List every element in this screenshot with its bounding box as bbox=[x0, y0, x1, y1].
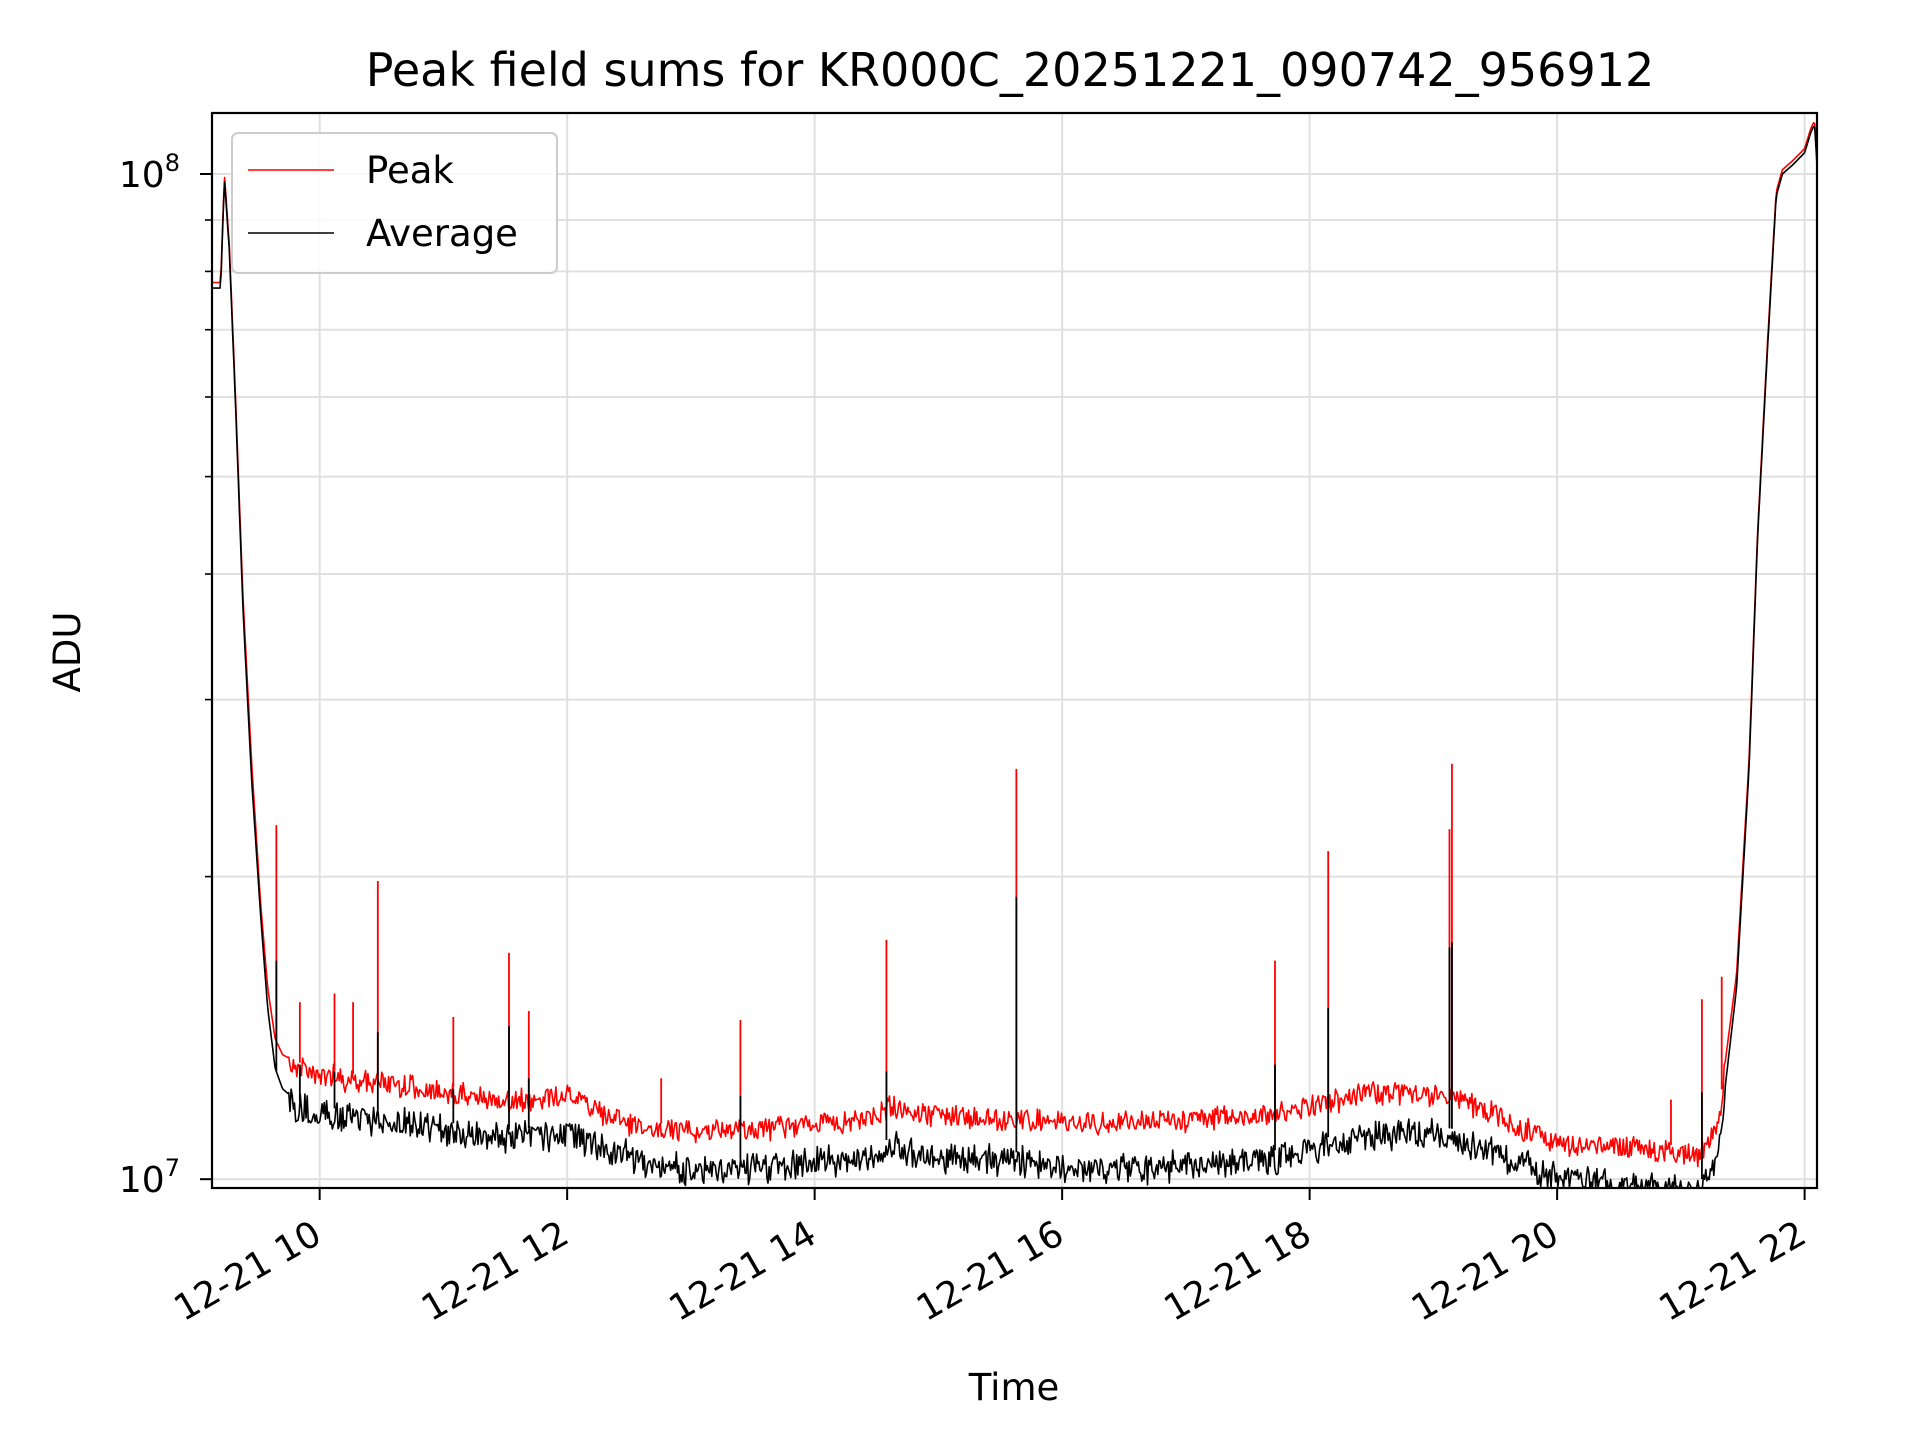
series-line-average bbox=[212, 125, 1818, 1189]
y-tick-label-exponent: 8 bbox=[165, 149, 180, 177]
y-tick-label: 107 bbox=[119, 1154, 180, 1201]
y-tick-label-base: 10 bbox=[119, 1160, 165, 1201]
series-average bbox=[212, 125, 1818, 1189]
grid-lines bbox=[212, 113, 1817, 1188]
legend-box bbox=[231, 132, 558, 274]
series-line-peak bbox=[212, 121, 1818, 1168]
series-layer bbox=[212, 121, 1818, 1189]
x-axis-label: Time bbox=[968, 1366, 1060, 1409]
legend: Peak Average bbox=[231, 132, 558, 274]
y-tick-label-base: 10 bbox=[119, 155, 165, 196]
y-tick-label-exponent: 7 bbox=[165, 1154, 180, 1182]
plot-frame bbox=[210, 111, 1819, 1190]
legend-label-average: Average bbox=[366, 212, 518, 255]
legend-label-peak: Peak bbox=[366, 149, 454, 192]
chart-title: Peak field sums for KR000C_20251221_0907… bbox=[366, 43, 1655, 97]
series-peak bbox=[212, 121, 1818, 1168]
y-axis-label: ADU bbox=[46, 612, 89, 693]
y-tick-label: 108 bbox=[119, 149, 180, 196]
